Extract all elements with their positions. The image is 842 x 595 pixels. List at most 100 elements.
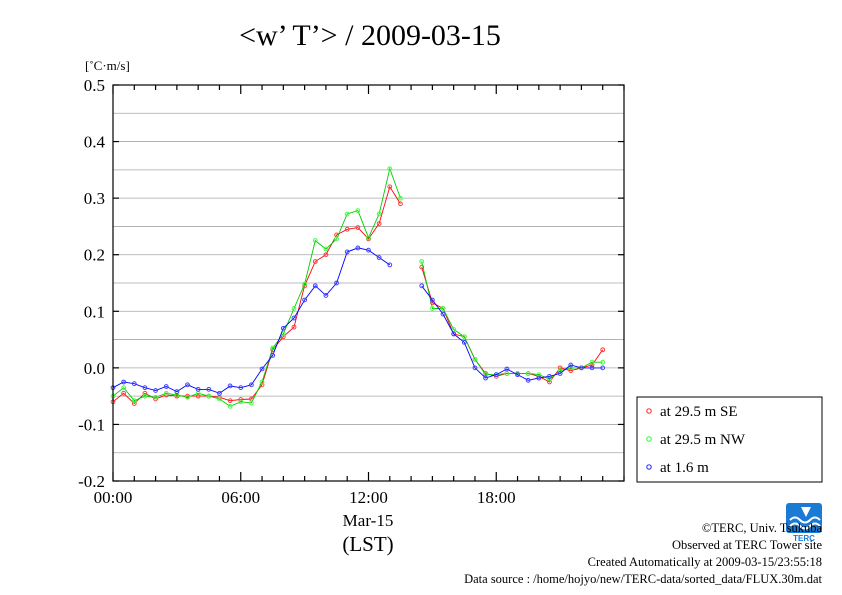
data-point — [504, 371, 510, 376]
data-point — [387, 166, 393, 172]
data-point — [270, 345, 276, 351]
data-point — [387, 262, 393, 268]
y-axis: -0.2 -0.1 0.0 0.1 0.2 0.3 0.4 0.5 — [78, 76, 624, 491]
data-point — [270, 353, 276, 358]
data-point — [131, 381, 137, 387]
series-1 — [110, 184, 606, 406]
data-point — [600, 359, 606, 365]
data-point — [312, 238, 318, 243]
data-point — [142, 393, 148, 399]
y-tick-label: 0.2 — [84, 246, 105, 265]
data-point — [217, 396, 222, 402]
data-point — [344, 226, 350, 232]
data-point — [163, 384, 169, 389]
data-point — [238, 399, 244, 405]
data-point — [153, 394, 158, 400]
series-layer — [110, 166, 606, 409]
data-point — [355, 225, 361, 230]
data-point — [536, 375, 542, 381]
data-point — [238, 385, 244, 391]
data-point — [280, 325, 286, 331]
data-point — [355, 208, 361, 213]
legend-label: at 29.5 m SE — [660, 404, 738, 420]
data-point — [259, 366, 265, 372]
data-point — [419, 264, 425, 270]
data-point — [334, 280, 339, 286]
y-tick-label: 0.1 — [84, 302, 105, 321]
data-point — [398, 201, 403, 207]
data-point — [312, 259, 318, 264]
data-point — [302, 297, 308, 303]
data-point — [376, 211, 382, 217]
data-point — [323, 293, 329, 298]
data-point — [461, 334, 467, 340]
legend-marker — [646, 464, 652, 470]
data-point — [227, 398, 233, 404]
footer-observed: Observed at TERC Tower site — [672, 538, 822, 552]
legend: at 29.5 m SE at 29.5 m NW at 1.6 m — [636, 396, 823, 483]
data-point — [366, 235, 371, 241]
y-tick-label: 0.0 — [84, 359, 105, 378]
data-point — [472, 356, 478, 362]
data-point — [440, 311, 446, 317]
data-point — [174, 389, 180, 395]
x-axis: 00:00 06:00 12:00 18:00 — [94, 85, 625, 507]
data-point — [227, 403, 233, 409]
data-point — [163, 390, 169, 396]
x-tick-label: 00:00 — [94, 488, 133, 507]
data-point — [525, 371, 531, 376]
data-point — [366, 247, 371, 253]
y-tick-label: 0.4 — [84, 133, 106, 152]
data-point — [419, 283, 425, 289]
data-point — [557, 371, 563, 376]
data-point — [323, 246, 329, 252]
data-point — [121, 379, 127, 385]
series-3 — [110, 245, 606, 396]
data-point — [185, 394, 190, 400]
data-point — [259, 379, 265, 385]
data-point — [323, 252, 329, 258]
legend-label: at 29.5 m NW — [660, 432, 746, 448]
data-point — [376, 221, 382, 227]
data-point — [568, 362, 574, 368]
data-point — [600, 347, 606, 353]
data-point — [312, 283, 318, 289]
data-point — [387, 184, 393, 190]
data-point — [195, 386, 201, 392]
data-point — [206, 386, 212, 392]
data-point — [248, 382, 254, 388]
legend-marker — [646, 408, 652, 414]
y-tick-label: 0.5 — [84, 76, 105, 95]
series-2 — [110, 166, 606, 409]
data-point — [121, 385, 127, 391]
data-point — [600, 365, 606, 371]
data-point — [472, 365, 478, 371]
data-point — [302, 281, 308, 287]
logo-text: TERC — [793, 534, 815, 543]
series-line — [421, 285, 603, 381]
y-tick-label: 0.3 — [84, 189, 105, 208]
data-point — [504, 366, 510, 372]
data-point — [195, 393, 201, 399]
data-point — [206, 393, 212, 399]
data-point — [131, 401, 137, 406]
footer-created: Created Automatically at 2009-03-15/23:5… — [588, 555, 822, 569]
data-point — [291, 306, 297, 311]
x-tick-label: 18:00 — [477, 488, 516, 507]
data-point — [579, 365, 584, 371]
data-point — [557, 365, 563, 371]
data-point — [515, 372, 520, 378]
data-point — [568, 368, 574, 374]
x-tick-label: 06:00 — [221, 488, 260, 507]
data-point — [227, 383, 233, 389]
data-point — [248, 400, 254, 406]
data-point — [589, 359, 595, 365]
data-point — [344, 211, 350, 217]
legend-label: at 1.6 m — [660, 460, 709, 476]
data-point — [355, 245, 361, 251]
data-point — [291, 315, 297, 321]
chart-title: <w’ T’> / 2009-03-15 — [239, 19, 501, 52]
series-line — [421, 261, 603, 380]
data-point — [344, 249, 350, 255]
